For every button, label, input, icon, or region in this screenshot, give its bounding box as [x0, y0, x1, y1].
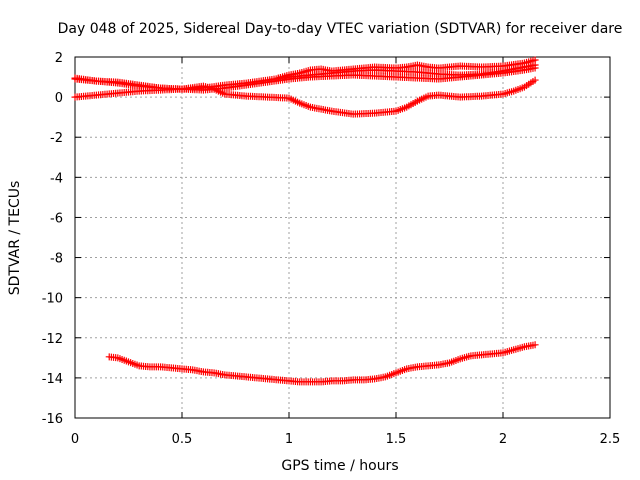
y-tick-label: -8	[50, 252, 63, 267]
y-tick-label: -2	[50, 131, 63, 146]
data-point-marker	[531, 56, 539, 64]
y-tick-label: 0	[55, 91, 63, 106]
y-tick-label: -16	[42, 412, 63, 427]
x-tick-label: 2	[499, 432, 507, 447]
data-point-marker	[531, 64, 539, 72]
x-tick-label: 0.5	[172, 432, 193, 447]
data-series	[71, 56, 539, 386]
data-point-marker	[531, 76, 539, 84]
data-point-marker	[531, 341, 539, 349]
x-tick-label: 1.5	[386, 432, 407, 447]
x-axis-ticks: 0 0.5 1 1.5 2 2.5	[71, 57, 620, 447]
series-sat-E	[105, 341, 539, 386]
y-tick-label: -4	[50, 171, 63, 186]
grid	[75, 57, 610, 418]
x-tick-label: 0	[71, 432, 79, 447]
x-axis-label: GPS time / hours	[281, 458, 398, 474]
y-tick-label: -14	[42, 372, 63, 387]
y-tick-label: -10	[42, 292, 63, 307]
plot-frame	[74, 56, 611, 419]
chart-title: Day 048 of 2025, Sidereal Day-to-day VTE…	[58, 21, 623, 37]
y-tick-label: -6	[50, 211, 63, 226]
x-tick-label: 1	[285, 432, 293, 447]
y-axis-label: SDTVAR / TECUs	[7, 181, 23, 296]
y-tick-label: 2	[55, 51, 63, 66]
series-sat-D	[71, 64, 539, 94]
series-sat-C	[274, 56, 539, 82]
y-tick-label: -12	[42, 332, 63, 347]
x-tick-label: 2.5	[600, 432, 621, 447]
